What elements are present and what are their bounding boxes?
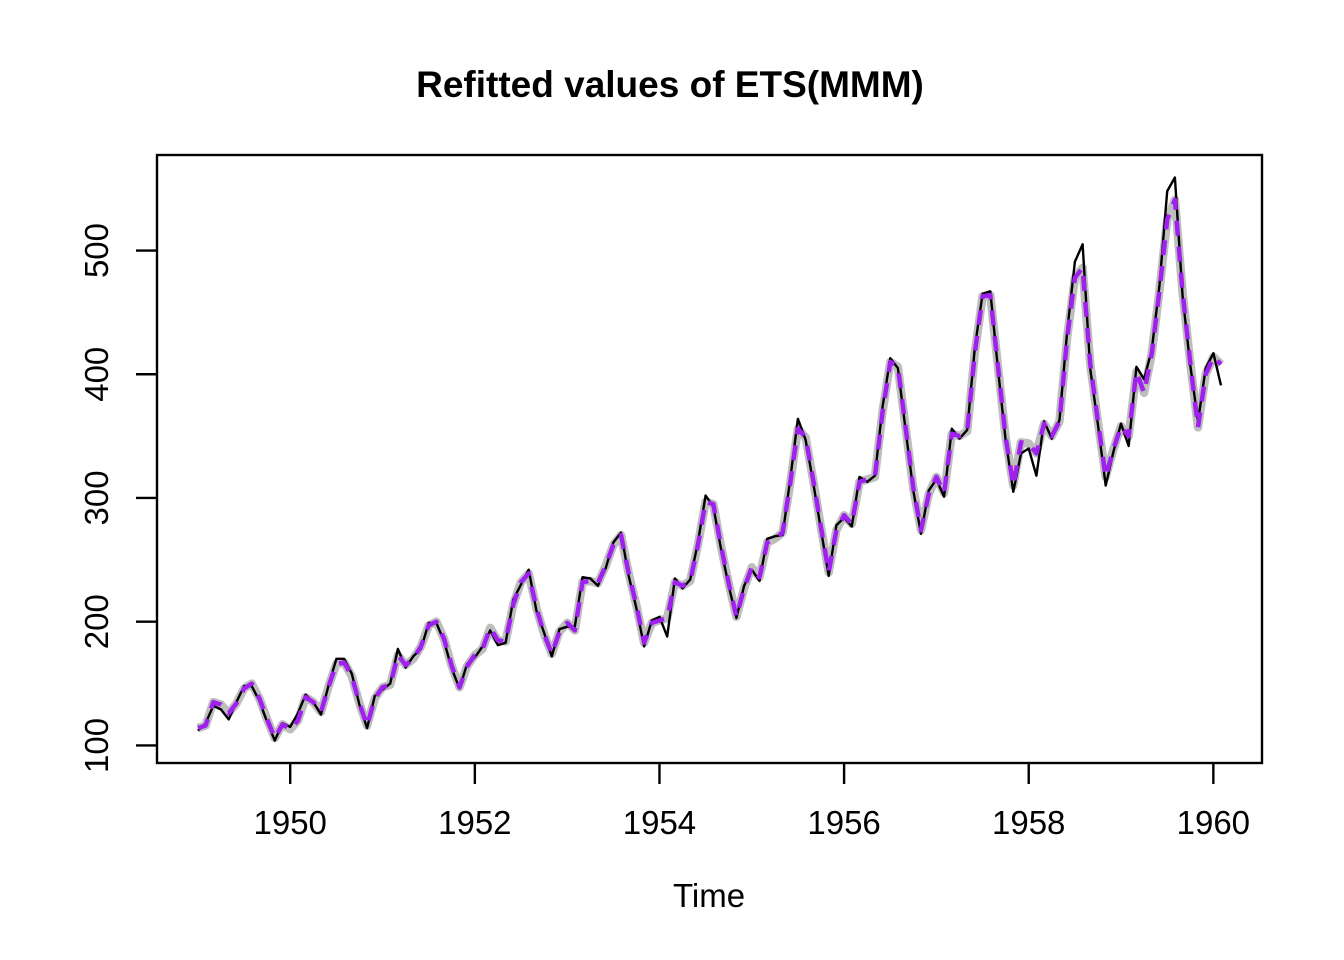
x-tick-label: 1958 [992,804,1065,841]
y-tick-label: 500 [78,223,115,278]
x-tick-label: 1960 [1177,804,1250,841]
series-lines [196,176,1224,743]
y-tick-label: 200 [78,594,115,649]
y-tick-label: 300 [78,470,115,525]
plot-border [155,153,1264,765]
x-tick-label: 1952 [438,804,511,841]
x-axis-title: Time [673,877,745,914]
series-fitted-grey [196,195,1224,743]
x-tick-label: 1950 [253,804,326,841]
chart-title: Refitted values of ETS(MMM) [416,64,924,105]
x-tick-label: 1954 [623,804,696,841]
x-axis: 1950 1952 1954 1956 1958 1960 [253,763,1250,841]
y-tick-label: 100 [78,718,115,773]
y-tick-label: 400 [78,347,115,402]
series-actual [197,176,1223,742]
x-tick-label: 1956 [807,804,880,841]
y-axis: 100 200 300 400 500 [78,223,157,773]
series-refit-purple [197,197,1223,741]
